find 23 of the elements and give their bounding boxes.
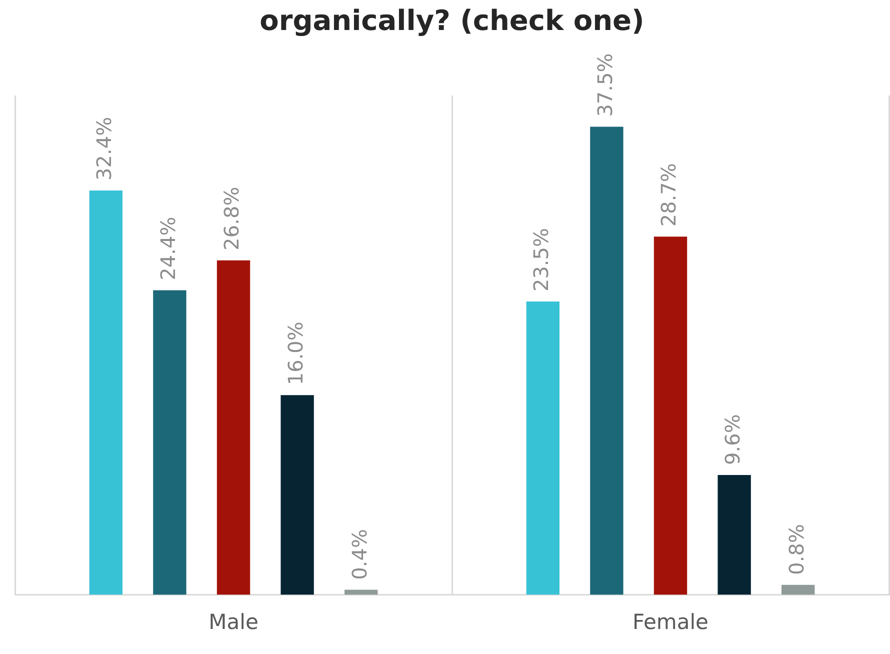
bar — [280, 395, 314, 595]
data-label: 28.7% — [656, 163, 681, 227]
data-label: 0.8% — [784, 524, 808, 575]
data-label: 26.8% — [220, 186, 244, 250]
bar — [526, 302, 560, 595]
bar — [718, 474, 751, 595]
chart-title: organically? (check one) — [260, 4, 644, 38]
data-label: 37.5% — [592, 53, 617, 117]
data-label: 9.6% — [720, 414, 745, 465]
bar — [153, 290, 186, 595]
bar — [654, 236, 688, 595]
data-label: 32.4% — [92, 116, 116, 180]
x-tick-label: Male — [208, 610, 258, 634]
data-label: 0.4% — [347, 528, 372, 580]
x-tick-label: Female — [632, 610, 708, 634]
bar — [89, 190, 122, 595]
data-label: 24.4% — [156, 216, 180, 280]
bar — [590, 126, 624, 595]
data-label: 23.5% — [529, 228, 554, 292]
bar — [344, 590, 378, 595]
bar — [216, 260, 250, 595]
bar — [782, 584, 815, 595]
data-label: 16.0% — [284, 322, 308, 386]
